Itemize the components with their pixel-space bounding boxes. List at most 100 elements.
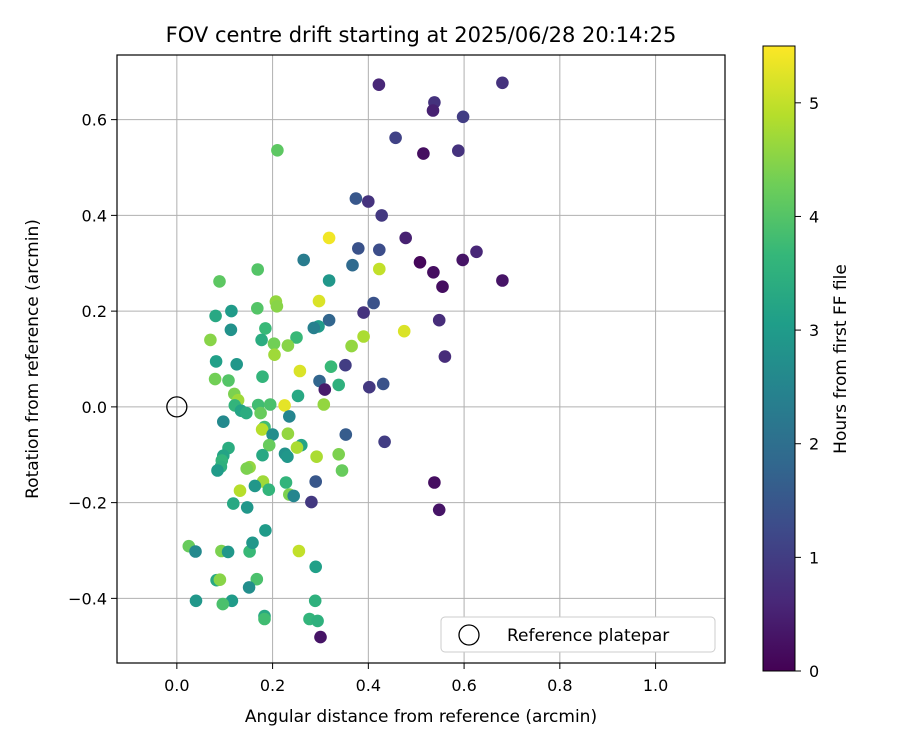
colorbar-tick-label: 3 — [809, 321, 819, 340]
data-point — [225, 304, 238, 318]
data-point — [251, 263, 264, 276]
data-point — [213, 573, 227, 586]
gridlines — [117, 55, 725, 663]
data-point — [318, 383, 332, 396]
x-axis-label: Angular distance from reference (arcmin) — [245, 707, 597, 727]
legend-label: Reference platepar — [507, 626, 669, 646]
plot-area — [116, 54, 726, 664]
data-point — [281, 339, 295, 352]
data-point — [452, 144, 465, 157]
data-point — [367, 296, 380, 310]
colorbar-ticks: 0 1 2 3 4 5 — [795, 94, 819, 681]
data-point — [428, 476, 441, 489]
data-point — [311, 614, 324, 628]
legend-box — [440, 616, 716, 653]
data-point — [413, 255, 427, 269]
data-point — [279, 476, 293, 489]
data-point — [267, 337, 281, 351]
data-point — [242, 581, 256, 594]
data-point — [317, 398, 331, 411]
data-points — [182, 76, 509, 644]
data-point — [293, 364, 307, 378]
data-point — [224, 323, 238, 337]
data-point — [227, 497, 240, 510]
data-point — [332, 378, 346, 392]
data-point — [427, 266, 440, 279]
colorbar-tick-label: 4 — [809, 207, 819, 226]
data-point — [258, 612, 271, 626]
data-point — [432, 503, 446, 517]
data-point — [308, 594, 322, 608]
data-point — [322, 313, 336, 327]
x-tick-label: 0.6 — [451, 676, 476, 695]
data-point — [262, 438, 276, 452]
colorbar-tick-label: 5 — [809, 94, 819, 113]
data-point — [240, 501, 254, 514]
data-point — [312, 294, 326, 308]
data-point — [305, 495, 318, 509]
data-point — [189, 594, 203, 608]
data-point — [456, 110, 470, 124]
data-point — [332, 448, 346, 461]
data-point — [349, 192, 363, 205]
y-axis-label: Rotation from reference (arcmin) — [23, 219, 43, 499]
data-point — [363, 380, 376, 394]
y-tick-label: 0.6 — [82, 111, 107, 130]
data-point — [397, 324, 411, 338]
y-tick-label: −0.2 — [68, 494, 107, 513]
data-point — [250, 302, 264, 315]
data-point — [375, 209, 389, 222]
data-point — [373, 243, 386, 257]
data-point — [250, 572, 264, 586]
data-point — [256, 370, 269, 384]
legend-marker — [458, 624, 480, 646]
y-axis-ticks: −0.4 −0.2 0.0 0.2 0.4 0.6 — [68, 111, 117, 608]
data-point — [290, 331, 303, 344]
data-point — [268, 348, 281, 362]
colorbar-tick-label: 2 — [809, 435, 819, 454]
data-point — [373, 262, 386, 276]
data-point — [246, 536, 259, 550]
colorbar-gradient — [762, 45, 796, 672]
reference-marker — [166, 396, 188, 418]
data-point — [426, 104, 440, 117]
data-point — [240, 462, 253, 475]
data-point — [346, 258, 359, 272]
data-point — [287, 489, 301, 503]
data-point — [432, 313, 446, 327]
y-tick-label: 0.2 — [82, 302, 107, 321]
data-point — [389, 131, 402, 145]
data-point — [357, 306, 370, 319]
data-point — [310, 450, 323, 464]
data-point — [378, 435, 391, 449]
data-point — [221, 545, 235, 559]
data-point — [209, 309, 222, 323]
data-point — [254, 406, 267, 420]
colorbar-label: Hours from first FF file — [831, 264, 851, 454]
data-point — [496, 274, 509, 287]
x-axis-ticks: 0.0 0.2 0.4 0.6 0.8 1.0 — [164, 663, 668, 695]
colorbar-tick-label: 1 — [809, 548, 819, 567]
data-point — [309, 560, 323, 574]
data-point — [309, 475, 323, 488]
x-tick-label: 0.8 — [547, 676, 572, 695]
data-point — [255, 423, 269, 436]
data-point — [352, 242, 365, 255]
data-point — [314, 630, 327, 644]
plot-frame — [116, 54, 726, 664]
data-point — [216, 597, 230, 611]
data-point — [240, 406, 253, 420]
data-point — [213, 275, 226, 288]
data-point — [297, 253, 311, 267]
data-point — [322, 231, 336, 245]
data-point — [456, 253, 470, 267]
data-point — [324, 360, 338, 374]
data-point — [204, 333, 217, 347]
y-tick-label: 0.4 — [82, 206, 107, 225]
colorbar: 0 1 2 3 4 5 Hours from first FF file — [762, 45, 851, 681]
data-point — [496, 76, 509, 90]
data-point — [399, 231, 413, 245]
data-point — [259, 322, 272, 335]
chart-title: FOV centre drift starting at 2025/06/28 … — [166, 23, 677, 47]
